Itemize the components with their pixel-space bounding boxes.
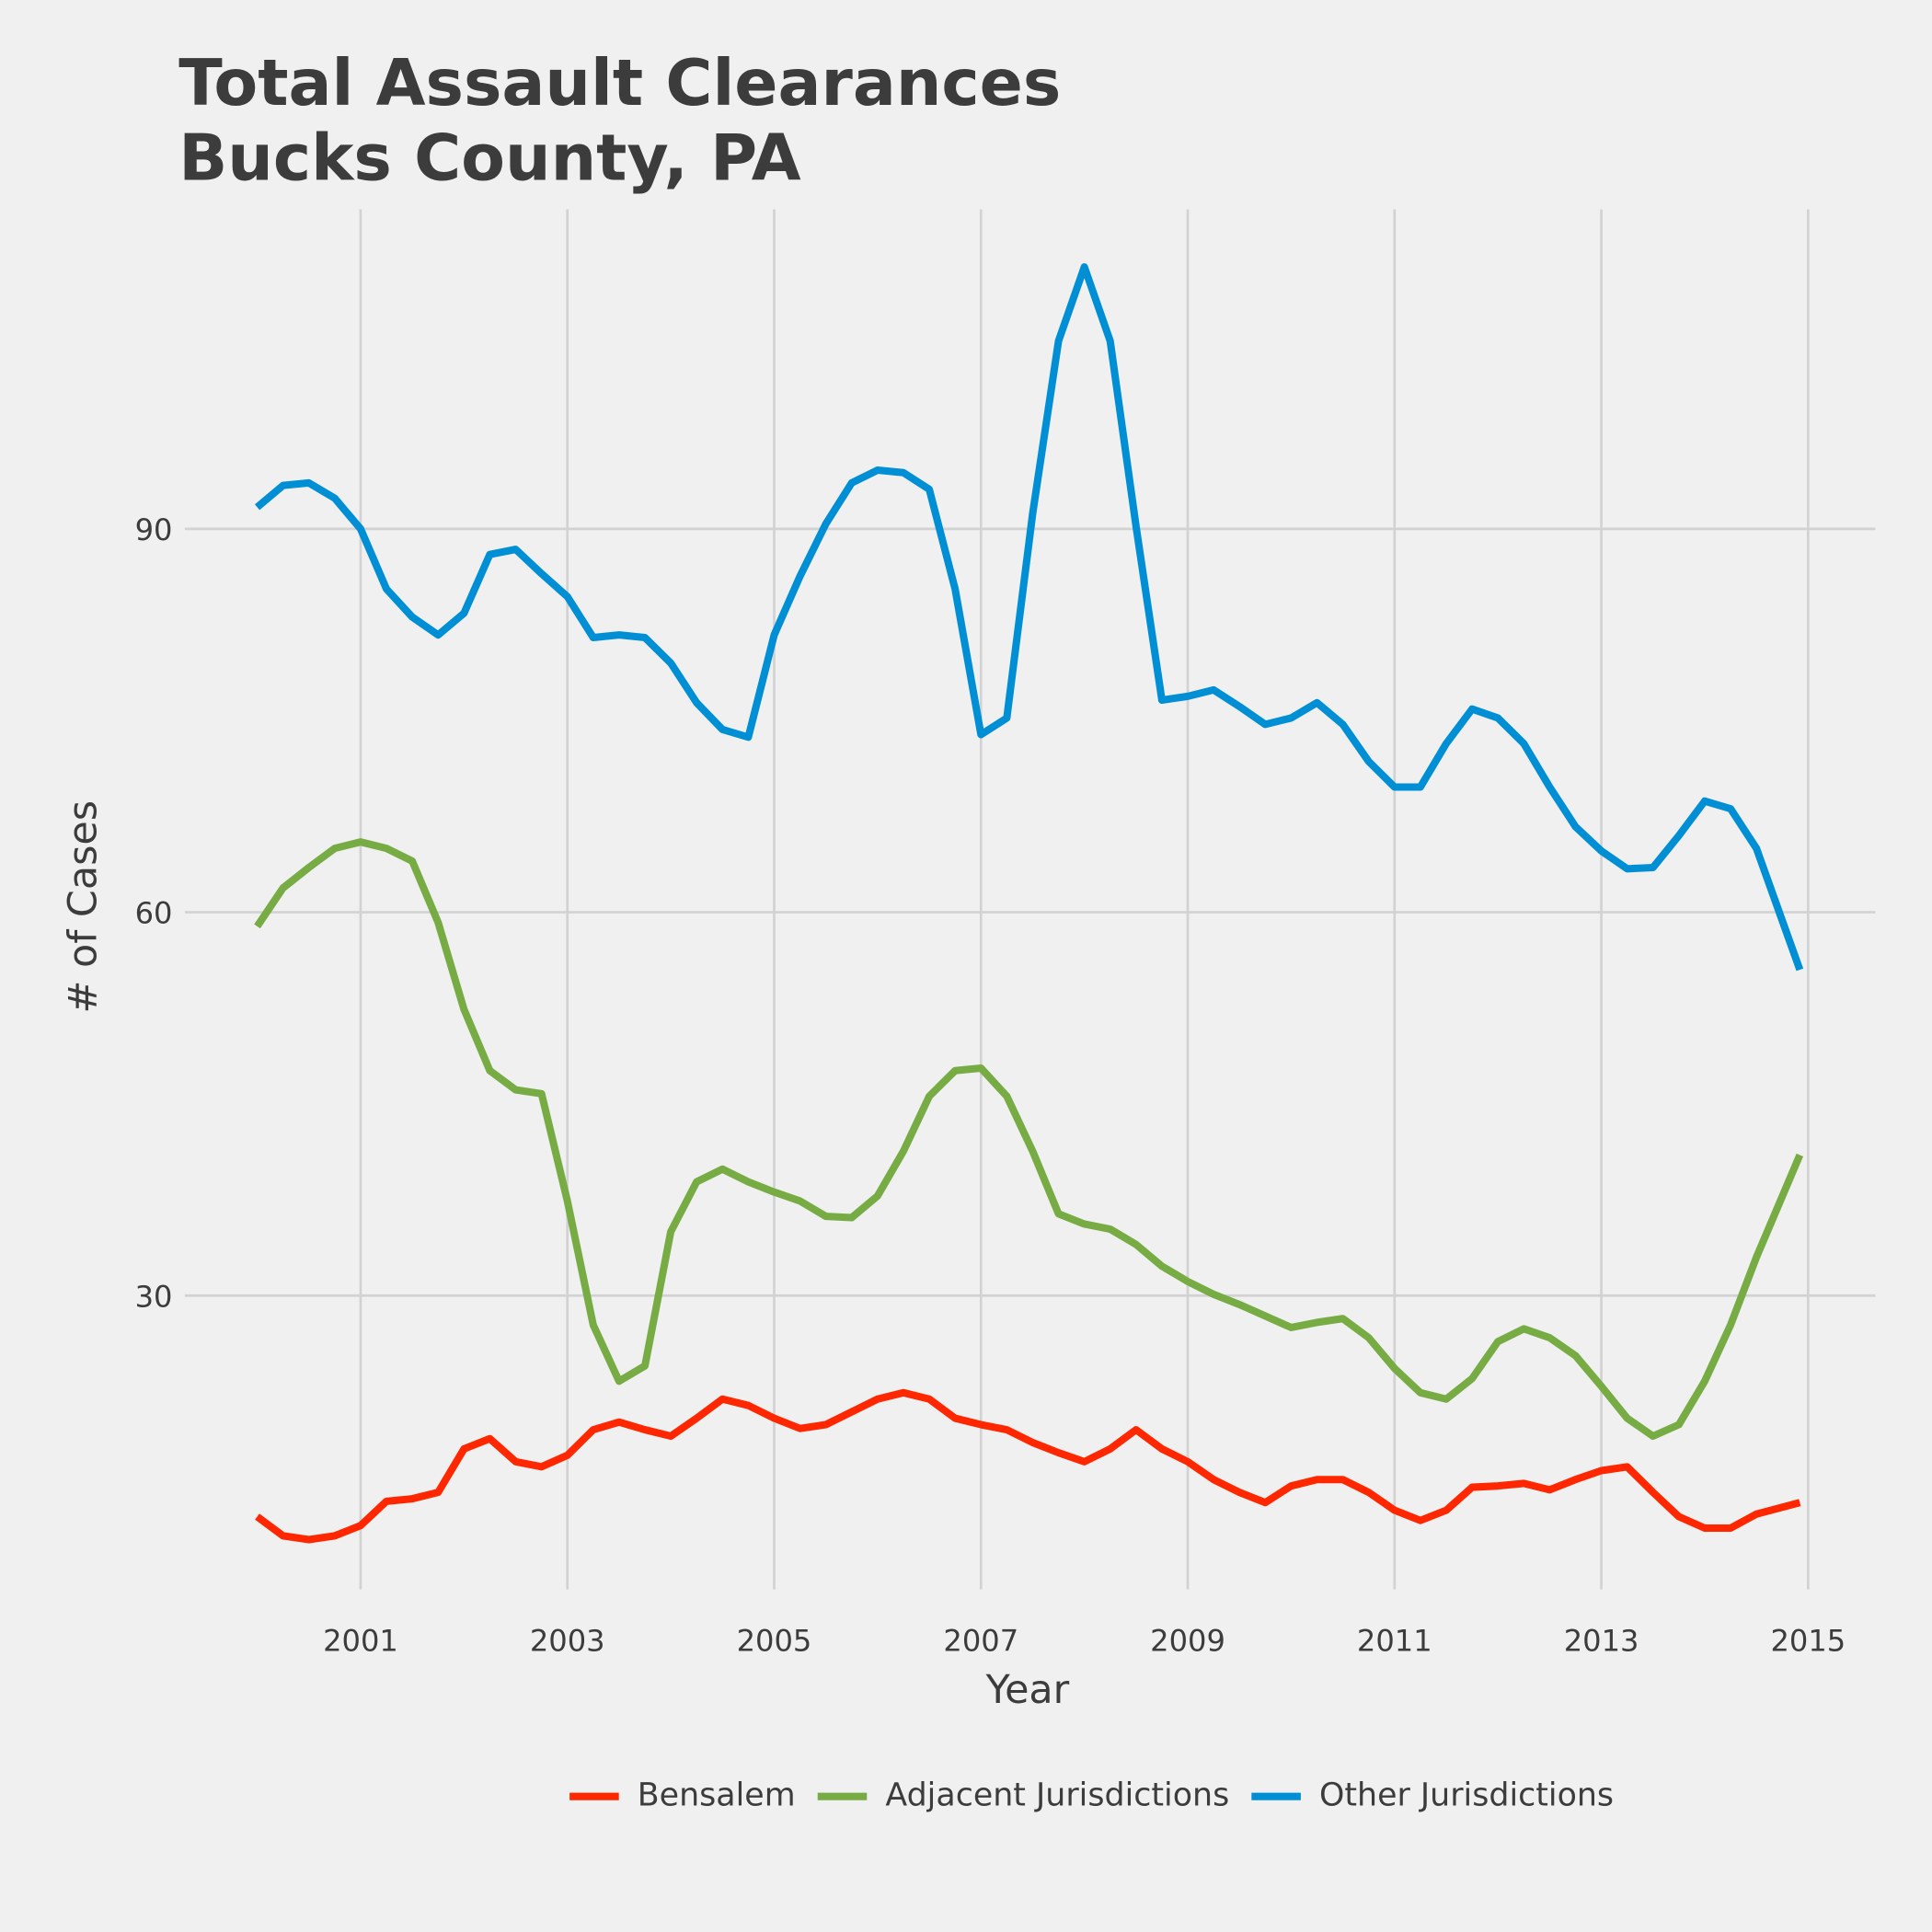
x-tick-label: 2001 bbox=[323, 1624, 398, 1659]
y-tick-label: 90 bbox=[135, 512, 173, 547]
series-line bbox=[254, 838, 1804, 1441]
y-tick-label: 30 bbox=[135, 1279, 173, 1314]
series-line bbox=[255, 1388, 1801, 1544]
legend-label: Other Jurisdictions bbox=[1319, 1777, 1614, 1814]
x-tick-label: 2003 bbox=[530, 1624, 605, 1659]
legend-label: Adjacent Jurisdictions bbox=[885, 1777, 1229, 1814]
legend: Bensalem Adjacent Jurisdictions Other Juri… bbox=[569, 1777, 1614, 1814]
x-axis-title: Year bbox=[985, 1667, 1070, 1713]
x-tick-label: 2015 bbox=[1770, 1624, 1846, 1659]
chart-title: Total Assault Clearances bbox=[178, 46, 1061, 121]
x-tick-label: 2007 bbox=[943, 1624, 1018, 1659]
y-tick-label: 60 bbox=[135, 896, 173, 931]
x-tick-label: 2009 bbox=[1150, 1624, 1225, 1659]
legend-label: Bensalem bbox=[638, 1777, 796, 1814]
series-line bbox=[254, 263, 1804, 972]
chart-title: Bucks County, PA bbox=[178, 121, 801, 196]
y-axis-title: # of Cases bbox=[60, 800, 106, 1014]
x-tick-label: 2013 bbox=[1564, 1624, 1639, 1659]
x-tick-label: 2005 bbox=[737, 1624, 812, 1659]
x-tick-label: 2011 bbox=[1357, 1624, 1432, 1659]
